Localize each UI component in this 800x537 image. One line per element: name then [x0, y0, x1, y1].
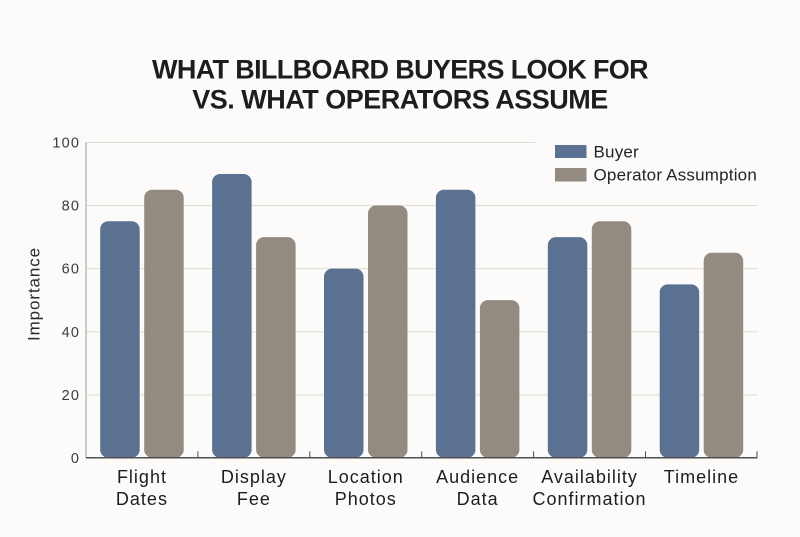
svg-text:Timeline: Timeline: [664, 467, 739, 487]
svg-text:100: 100: [52, 136, 80, 152]
svg-text:Importance: Importance: [25, 247, 44, 341]
svg-text:Availability: Availability: [541, 467, 638, 487]
svg-text:Fee: Fee: [237, 489, 271, 509]
svg-text:0: 0: [71, 451, 80, 467]
svg-text:Location: Location: [328, 467, 404, 487]
svg-text:Photos: Photos: [335, 489, 397, 509]
svg-text:WHAT BILLBOARD BUYERS LOOK FOR: WHAT BILLBOARD BUYERS LOOK FOR: [152, 55, 648, 85]
svg-text:40: 40: [62, 325, 81, 341]
svg-text:Data: Data: [457, 489, 499, 509]
svg-text:60: 60: [62, 262, 81, 278]
svg-text:Operator Assumption: Operator Assumption: [594, 166, 758, 185]
svg-text:Confirmation: Confirmation: [533, 489, 647, 509]
svg-text:Audience: Audience: [436, 467, 519, 487]
svg-text:VS. WHAT OPERATORS ASSUME: VS. WHAT OPERATORS ASSUME: [192, 85, 608, 115]
svg-text:80: 80: [62, 199, 81, 215]
svg-text:Flight: Flight: [117, 467, 167, 487]
svg-text:Buyer: Buyer: [594, 143, 640, 162]
svg-text:Dates: Dates: [116, 489, 168, 509]
svg-text:Display: Display: [221, 467, 287, 487]
svg-text:20: 20: [62, 388, 81, 404]
